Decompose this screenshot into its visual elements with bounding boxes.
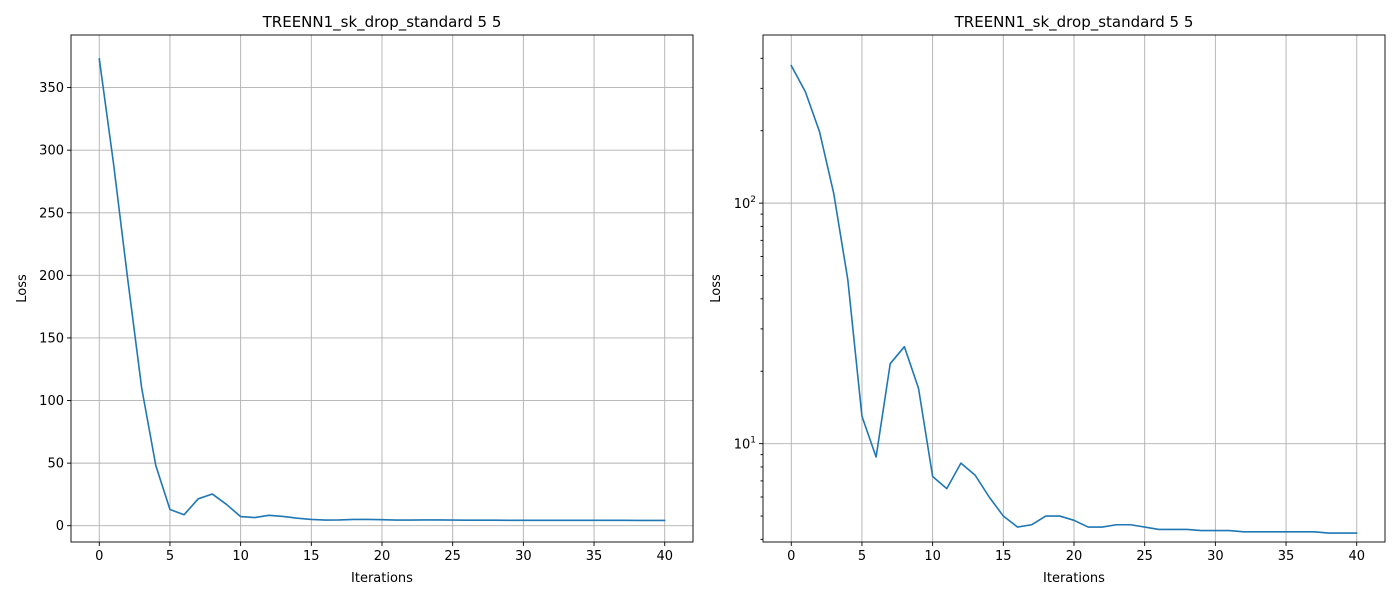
- x-tick-label: 10: [232, 549, 249, 564]
- y-tick-label: 0: [56, 519, 64, 534]
- x-tick-label: 35: [586, 549, 603, 564]
- x-tick-label: 10: [924, 549, 941, 564]
- y-tick-label: 150: [39, 331, 64, 346]
- y-tick-exponent: 1: [750, 436, 756, 446]
- y-axis-label: Loss: [15, 274, 30, 303]
- y-tick-label: 300: [39, 144, 64, 159]
- x-axis-label: Iterations: [1043, 571, 1105, 586]
- x-tick-label: 20: [374, 549, 391, 564]
- y-tick-label: 101: [734, 436, 756, 453]
- gridlines: [71, 35, 693, 542]
- x-tick-label: 5: [858, 549, 866, 564]
- x-axis-label: Iterations: [351, 571, 413, 586]
- y-tick-label: 102: [734, 195, 756, 212]
- x-tick-label: 30: [1207, 549, 1224, 564]
- chart-title: TREENN1_sk_drop_standard 5 5: [954, 13, 1194, 32]
- y-tick-label: 50: [47, 457, 64, 472]
- series-line: [790, 64, 1358, 534]
- x-tick-label: 5: [166, 549, 174, 564]
- x-tick-label: 20: [1066, 549, 1083, 564]
- y-axis-label: Loss: [709, 274, 724, 303]
- chart-title: TREENN1_sk_drop_standard 5 5: [262, 13, 502, 32]
- series-line: [98, 57, 666, 522]
- y-tick-label: 350: [39, 81, 64, 96]
- y-tick-base: 10: [734, 438, 751, 453]
- y-tick-base: 10: [734, 197, 751, 212]
- chart-panel-1: 0 5 10 15 20 25 30 35 40 0 50 100 150 200 250 300 350 TRE…: [15, 13, 694, 586]
- y-tick-label: 100: [39, 394, 64, 409]
- x-tick-label: 35: [1278, 549, 1295, 564]
- x-tick-label: 40: [1348, 549, 1365, 564]
- y-tick-label: 250: [39, 206, 64, 221]
- y-tick-label: 200: [39, 269, 64, 284]
- x-tick-label: 25: [444, 549, 461, 564]
- gridlines: [763, 35, 1385, 542]
- x-tick-label: 30: [515, 549, 532, 564]
- chart-panel-2: 0 5 10 15 20 25 30 35 40101102TREENN1_sk_drop_st…: [709, 13, 1386, 586]
- x-tick-label: 0: [787, 549, 795, 564]
- x-tick-label: 0: [95, 549, 103, 564]
- x-tick-label: 25: [1136, 549, 1153, 564]
- y-tick-exponent: 2: [750, 195, 756, 205]
- x-tick-label: 15: [995, 549, 1012, 564]
- x-tick-label: 40: [656, 549, 673, 564]
- x-tick-label: 15: [303, 549, 320, 564]
